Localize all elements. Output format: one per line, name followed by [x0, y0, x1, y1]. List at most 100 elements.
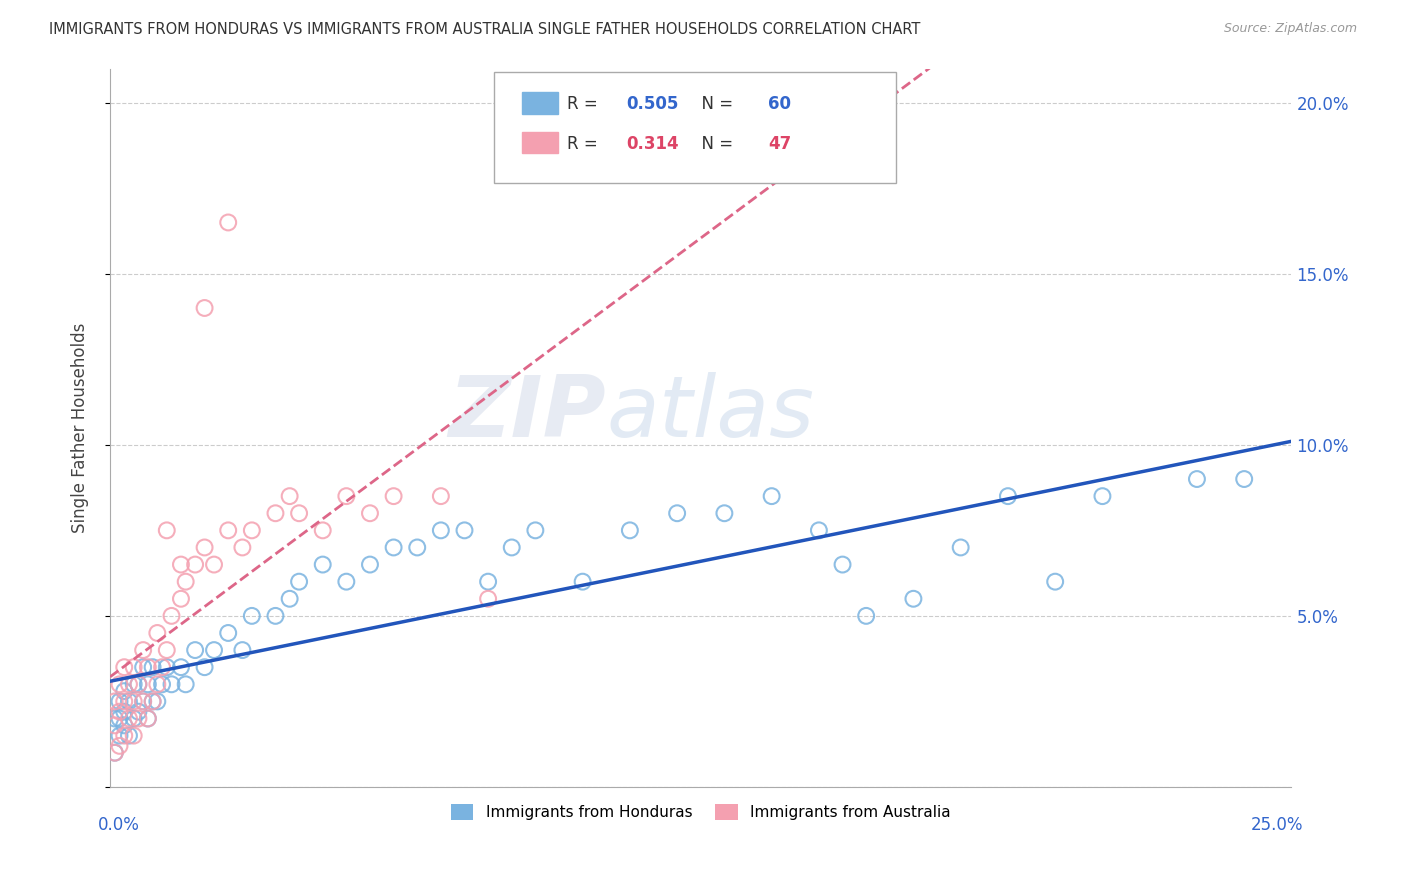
Point	[174, 574, 197, 589]
Point	[136, 660, 159, 674]
Point	[146, 694, 169, 708]
Text: ZIP: ZIP	[449, 372, 606, 455]
Text: N =: N =	[692, 95, 738, 113]
Point	[278, 591, 301, 606]
Point	[184, 643, 207, 657]
FancyBboxPatch shape	[494, 72, 896, 184]
Point	[127, 677, 149, 691]
Point	[231, 643, 253, 657]
Text: 0.0%: 0.0%	[98, 815, 141, 834]
Point	[108, 729, 131, 743]
Legend: Immigrants from Honduras, Immigrants from Australia: Immigrants from Honduras, Immigrants fro…	[444, 797, 957, 826]
Point	[217, 626, 239, 640]
Point	[855, 608, 877, 623]
Point	[112, 660, 135, 674]
Point	[142, 694, 165, 708]
Point	[142, 660, 165, 674]
Point	[312, 524, 335, 538]
Point	[1091, 489, 1114, 503]
Point	[997, 489, 1019, 503]
Point	[156, 643, 179, 657]
Point	[194, 541, 217, 555]
Text: N =: N =	[692, 135, 738, 153]
Point	[118, 729, 141, 743]
Point	[406, 541, 429, 555]
Point	[150, 660, 173, 674]
Point	[127, 712, 149, 726]
Point	[430, 489, 453, 503]
Point	[831, 558, 853, 572]
Text: IMMIGRANTS FROM HONDURAS VS IMMIGRANTS FROM AUSTRALIA SINGLE FATHER HOUSEHOLDS C: IMMIGRANTS FROM HONDURAS VS IMMIGRANTS F…	[49, 22, 921, 37]
Point	[288, 574, 311, 589]
Point	[264, 506, 287, 520]
Point	[108, 705, 131, 719]
Point	[761, 489, 783, 503]
Point	[382, 541, 405, 555]
Point	[217, 215, 239, 229]
Point	[108, 694, 131, 708]
Point	[104, 712, 127, 726]
Point	[150, 677, 173, 691]
Point	[108, 677, 131, 691]
Point	[359, 558, 381, 572]
Point	[949, 541, 972, 555]
Point	[1233, 472, 1256, 486]
Point	[156, 524, 179, 538]
FancyBboxPatch shape	[523, 132, 558, 153]
Point	[524, 524, 547, 538]
Point	[903, 591, 925, 606]
Point	[122, 712, 145, 726]
Point	[132, 643, 155, 657]
Point	[122, 694, 145, 708]
Text: 25.0%: 25.0%	[1251, 815, 1303, 834]
Text: 0.314: 0.314	[626, 135, 679, 153]
Point	[108, 712, 131, 726]
Point	[217, 524, 239, 538]
Point	[160, 677, 183, 691]
Point	[477, 574, 499, 589]
Point	[666, 506, 689, 520]
Point	[127, 705, 149, 719]
Point	[430, 524, 453, 538]
Point	[146, 626, 169, 640]
Point	[264, 608, 287, 623]
Point	[174, 677, 197, 691]
Point	[359, 506, 381, 520]
Point	[477, 591, 499, 606]
Point	[136, 712, 159, 726]
Point	[1185, 472, 1208, 486]
Point	[112, 705, 135, 719]
Point	[112, 718, 135, 732]
Point	[104, 694, 127, 708]
Point	[108, 739, 131, 753]
Point	[118, 712, 141, 726]
Point	[118, 694, 141, 708]
Point	[202, 558, 225, 572]
Text: atlas: atlas	[606, 372, 814, 455]
Point	[571, 574, 593, 589]
Point	[104, 746, 127, 760]
Text: 47: 47	[768, 135, 792, 153]
Point	[156, 660, 179, 674]
Text: R =: R =	[567, 95, 603, 113]
Point	[104, 718, 127, 732]
Point	[453, 524, 475, 538]
Y-axis label: Single Father Households: Single Father Households	[72, 323, 89, 533]
Point	[170, 660, 193, 674]
Point	[619, 524, 641, 538]
Point	[170, 558, 193, 572]
Point	[312, 558, 335, 572]
Point	[112, 729, 135, 743]
Point	[335, 489, 357, 503]
Point	[132, 694, 155, 708]
Point	[713, 506, 735, 520]
Point	[240, 524, 263, 538]
Point	[112, 694, 135, 708]
Point	[118, 677, 141, 691]
Text: 60: 60	[768, 95, 792, 113]
Point	[122, 660, 145, 674]
Point	[146, 677, 169, 691]
Point	[184, 558, 207, 572]
Point	[240, 608, 263, 623]
Point	[278, 489, 301, 503]
